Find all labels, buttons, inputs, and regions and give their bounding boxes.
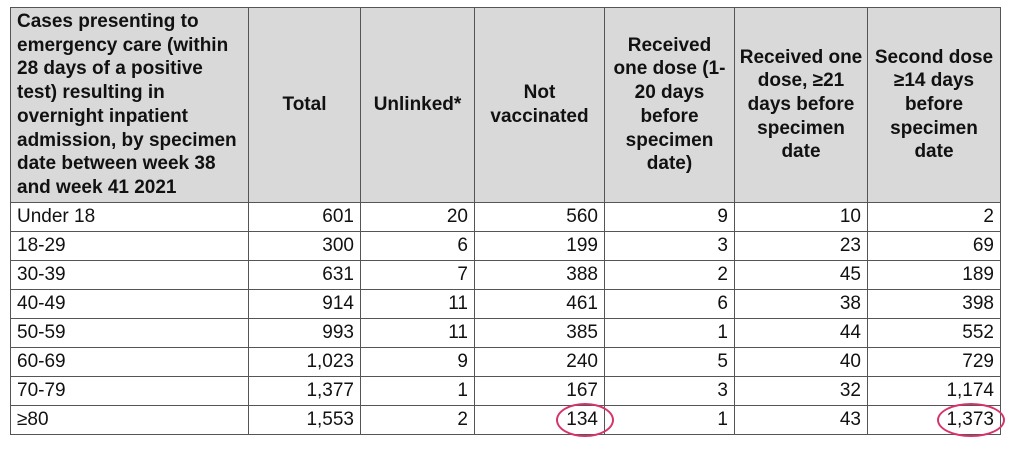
data-table-wrapper: Cases presenting to emergency care (with…	[10, 7, 1006, 437]
table-row: 60-69 1,023 9 240 5 40 729	[10, 346, 1001, 377]
cell-one-dose-21: 40	[734, 346, 868, 377]
cell-one-dose-1-20: 6	[604, 288, 735, 319]
cell-not-vaccinated: 461	[474, 288, 605, 319]
cell-one-dose-1-20: 3	[604, 230, 735, 261]
cell-unlinked: 2	[360, 404, 475, 435]
cell-one-dose-1-20: 9	[604, 201, 735, 232]
table-header-row: Cases presenting to emergency care (with…	[10, 7, 1001, 203]
table-row: 30-39 631 7 388 2 45 189	[10, 259, 1001, 290]
header-unlinked: Unlinked*	[360, 7, 475, 203]
header-one-dose-1-20-days: Received one dose (1-20 days before spec…	[604, 7, 735, 203]
table-row: ≥80 1,553 2 134 1 43 1,373	[10, 402, 1006, 437]
cell-one-dose-1-20: 1	[604, 404, 735, 435]
cell-second-dose: 552	[867, 317, 1001, 348]
cell-one-dose-21: 10	[734, 201, 868, 232]
header-not-vaccinated: Not vaccinated	[474, 7, 605, 203]
cell-not-vaccinated: 134	[474, 402, 615, 437]
cell-unlinked: 6	[360, 230, 475, 261]
cell-not-vaccinated: 560	[474, 201, 605, 232]
table-row: 50-59 993 11 385 1 44 552	[10, 317, 1001, 348]
cell-unlinked: 20	[360, 201, 475, 232]
cell-not-vaccinated: 240	[474, 346, 605, 377]
cell-one-dose-21: 32	[734, 375, 868, 406]
cell-total: 1,377	[248, 375, 361, 406]
cell-not-vaccinated: 388	[474, 259, 605, 290]
cell-one-dose-1-20: 2	[604, 259, 735, 290]
row-label: 18-29	[10, 230, 249, 261]
cell-second-dose: 398	[867, 288, 1001, 319]
cell-second-dose: 1,174	[867, 375, 1001, 406]
cell-total: 1,553	[248, 404, 361, 435]
cell-one-dose-21: 23	[734, 230, 868, 261]
header-total: Total	[248, 7, 361, 203]
cell-unlinked: 9	[360, 346, 475, 377]
table-row: 40-49 914 11 461 6 38 398	[10, 288, 1001, 319]
cell-second-dose: 729	[867, 346, 1001, 377]
row-label: 40-49	[10, 288, 249, 319]
table-row: Under 18 601 20 560 9 10 2	[10, 201, 1001, 232]
cell-total: 601	[248, 201, 361, 232]
cell-unlinked: 1	[360, 375, 475, 406]
cell-total: 914	[248, 288, 361, 319]
row-label: ≥80	[10, 404, 249, 435]
header-second-dose: Second dose ≥14 days before specimen dat…	[867, 7, 1001, 203]
cell-unlinked: 7	[360, 259, 475, 290]
table-row: 18-29 300 6 199 3 23 69	[10, 230, 1001, 261]
cell-unlinked: 11	[360, 288, 475, 319]
header-description: Cases presenting to emergency care (with…	[10, 7, 249, 203]
table-row: 70-79 1,377 1 167 3 32 1,174	[10, 375, 1001, 406]
header-one-dose-21-days: Received one dose, ≥21 days before speci…	[734, 7, 868, 203]
row-label: 70-79	[10, 375, 249, 406]
row-label: Under 18	[10, 201, 249, 232]
cell-one-dose-1-20: 3	[604, 375, 735, 406]
cell-not-vaccinated: 385	[474, 317, 605, 348]
cell-total: 631	[248, 259, 361, 290]
cell-second-dose: 69	[867, 230, 1001, 261]
cell-total: 300	[248, 230, 361, 261]
circled-value: 1,373	[937, 402, 1006, 437]
cell-unlinked: 11	[360, 317, 475, 348]
cell-one-dose-21: 43	[734, 404, 868, 435]
cell-one-dose-21: 44	[734, 317, 868, 348]
row-label: 60-69	[10, 346, 249, 377]
circled-value-text: 1,373	[946, 408, 994, 430]
cell-one-dose-1-20: 1	[604, 317, 735, 348]
row-label: 50-59	[10, 317, 249, 348]
cell-not-vaccinated: 167	[474, 375, 605, 406]
cell-not-vaccinated: 199	[474, 230, 605, 261]
cell-second-dose: 2	[867, 201, 1001, 232]
cell-second-dose: 1,373	[867, 402, 1006, 437]
cell-one-dose-21: 38	[734, 288, 868, 319]
cell-one-dose-21: 45	[734, 259, 868, 290]
row-label: 30-39	[10, 259, 249, 290]
cell-total: 993	[248, 317, 361, 348]
vaccination-admissions-table: Cases presenting to emergency care (with…	[10, 7, 1006, 437]
circled-value: 134	[556, 402, 615, 437]
circled-value-text: 134	[566, 408, 598, 430]
cell-one-dose-1-20: 5	[604, 346, 735, 377]
cell-total: 1,023	[248, 346, 361, 377]
cell-second-dose: 189	[867, 259, 1001, 290]
